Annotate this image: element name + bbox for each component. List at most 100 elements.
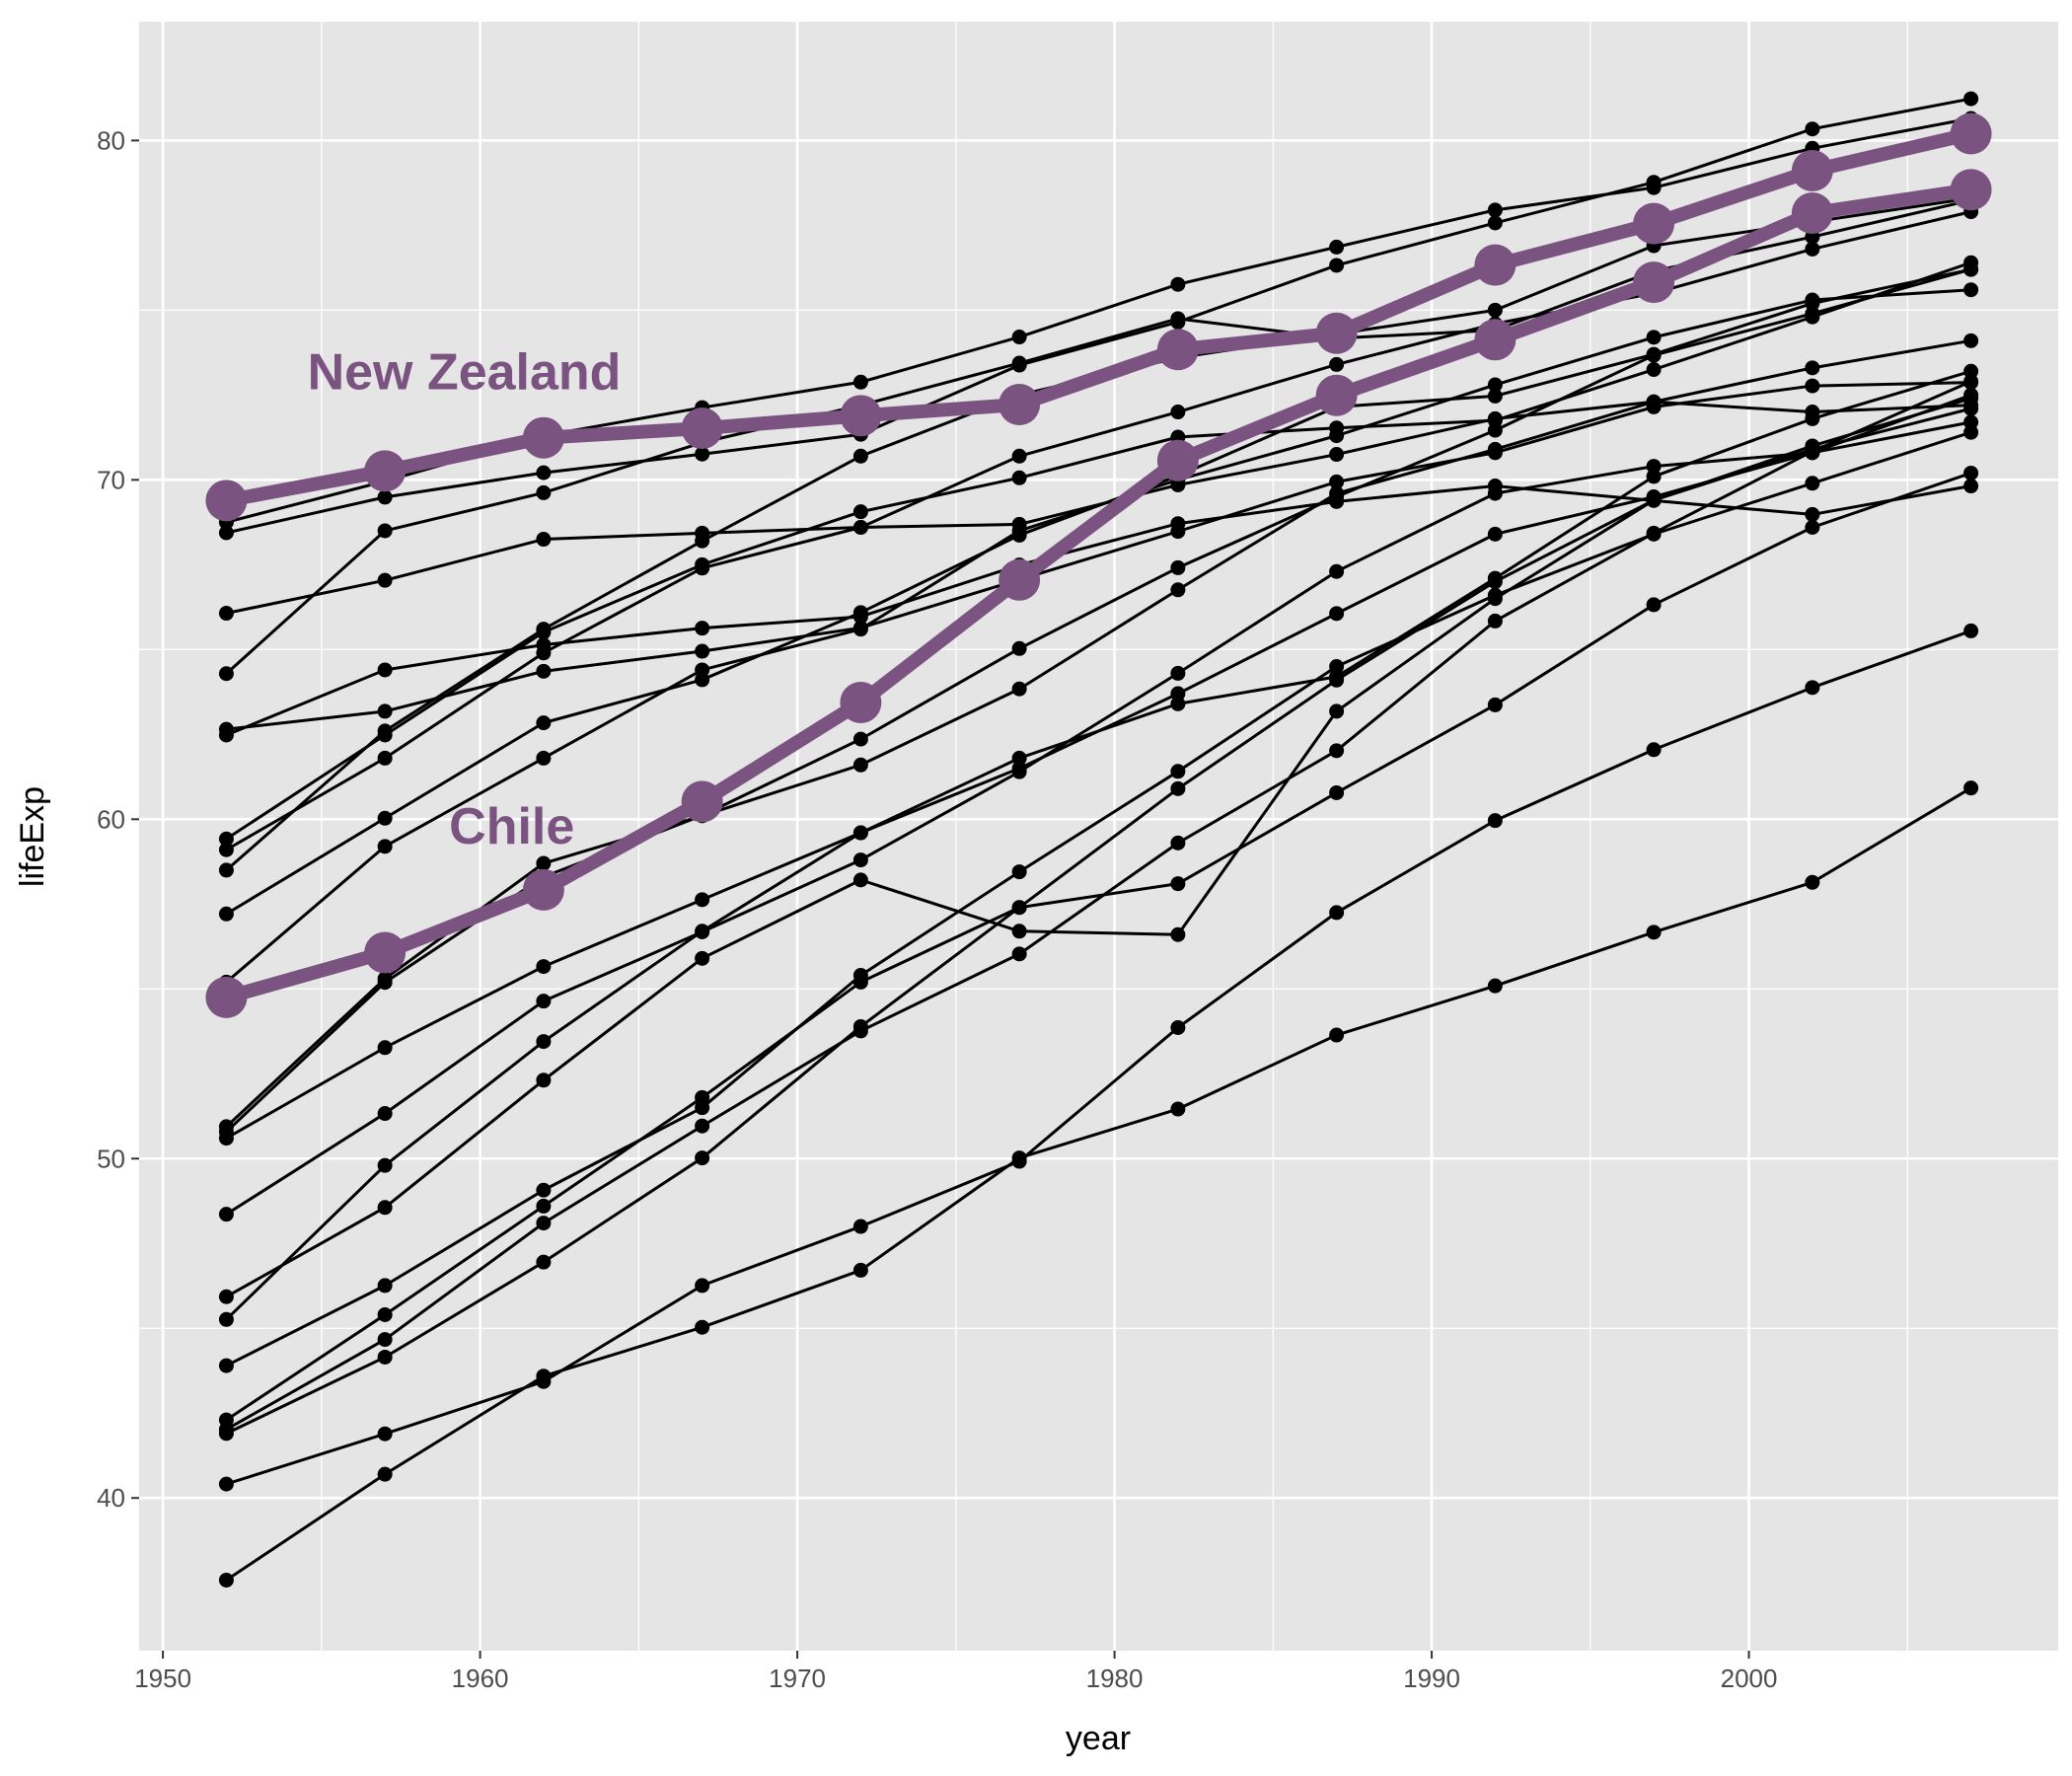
series-line xyxy=(225,400,1971,1129)
data-point xyxy=(1646,492,1662,508)
data-point xyxy=(1329,485,1345,501)
y-tick-label: 40 xyxy=(97,1483,125,1513)
data-point xyxy=(1646,459,1662,475)
data-point xyxy=(536,750,552,766)
highlight-point xyxy=(1315,374,1358,416)
data-point xyxy=(695,892,710,908)
data-point xyxy=(695,643,710,659)
data-point xyxy=(1963,387,1979,403)
data-point xyxy=(852,1262,868,1278)
data-point xyxy=(1646,330,1662,345)
data-point xyxy=(1487,215,1503,231)
x-tick-label: 1970 xyxy=(769,1664,826,1693)
data-point xyxy=(852,448,868,464)
data-point xyxy=(1329,703,1345,719)
data-point xyxy=(536,1182,552,1198)
data-point xyxy=(852,374,868,390)
data-point xyxy=(1487,377,1503,393)
data-point xyxy=(695,1100,710,1116)
data-point xyxy=(1963,479,1979,494)
series-23 xyxy=(218,780,1979,1588)
data-point xyxy=(1963,363,1979,379)
highlight-point xyxy=(681,780,723,823)
data-point xyxy=(1805,476,1820,491)
data-point xyxy=(1487,422,1503,438)
series-line xyxy=(225,786,1972,1582)
data-point xyxy=(218,1289,234,1304)
highlight-point xyxy=(681,407,723,450)
data-point xyxy=(1805,292,1820,308)
data-point xyxy=(377,723,393,739)
data-point xyxy=(852,605,868,621)
data-point xyxy=(1646,525,1662,541)
data-point xyxy=(1170,764,1186,779)
highlight-line xyxy=(219,126,1978,508)
data-point xyxy=(1329,606,1345,622)
series-21 xyxy=(218,465,1979,1442)
data-point xyxy=(1329,563,1345,579)
data-point xyxy=(1805,378,1820,394)
data-point xyxy=(218,1207,234,1222)
data-point xyxy=(1646,394,1662,409)
highlight-point xyxy=(205,480,248,522)
data-point xyxy=(852,519,868,535)
x-tick-label: 1950 xyxy=(134,1664,191,1693)
data-point xyxy=(536,663,552,679)
highlight-point xyxy=(1633,261,1675,304)
y-tick-label: 70 xyxy=(97,465,125,494)
data-point xyxy=(695,560,710,576)
data-point xyxy=(1963,261,1979,277)
data-point xyxy=(1329,1027,1345,1043)
data-point xyxy=(1170,926,1186,942)
data-point xyxy=(1170,686,1186,702)
highlight-label-new-zealand: New Zealand xyxy=(308,343,622,401)
data-point xyxy=(1805,306,1820,322)
data-point xyxy=(695,1278,710,1294)
data-point xyxy=(852,622,868,637)
data-point xyxy=(1011,640,1027,656)
data-point xyxy=(1170,405,1186,420)
highlight-point xyxy=(1156,329,1199,371)
data-point xyxy=(377,572,393,588)
data-point xyxy=(1963,623,1979,638)
series-line xyxy=(226,97,1971,535)
data-point xyxy=(377,662,393,678)
data-point xyxy=(1011,946,1027,962)
data-point xyxy=(377,1332,393,1348)
series-line xyxy=(225,260,1972,841)
data-point xyxy=(536,484,552,500)
series-line xyxy=(225,629,1972,1486)
data-point xyxy=(377,1157,393,1173)
data-point xyxy=(536,715,552,731)
data-point xyxy=(852,731,868,747)
highlight-point xyxy=(522,416,564,459)
data-point xyxy=(1805,680,1820,696)
data-point xyxy=(1487,485,1503,501)
data-point xyxy=(1329,743,1345,759)
data-point xyxy=(852,872,868,888)
data-point xyxy=(1170,665,1186,681)
highlight-point xyxy=(999,558,1041,601)
data-point xyxy=(218,906,234,922)
data-point xyxy=(1329,447,1345,463)
x-axis: 1950 1960 1970 1980 1990 2000 xyxy=(134,1651,1777,1693)
data-point xyxy=(1329,784,1345,800)
highlight-point xyxy=(1474,244,1517,286)
data-point xyxy=(695,924,710,939)
data-point xyxy=(377,1306,393,1322)
data-point xyxy=(1487,574,1503,590)
data-point xyxy=(377,1200,393,1216)
highlight-point xyxy=(364,931,407,974)
data-point xyxy=(1487,697,1503,712)
data-point xyxy=(218,606,234,622)
highlight-point xyxy=(1474,319,1517,361)
data-point xyxy=(1963,465,1979,481)
data-point xyxy=(852,1018,868,1034)
highlight-point xyxy=(1315,312,1358,354)
data-point xyxy=(536,959,552,975)
data-point xyxy=(536,465,552,481)
series-line xyxy=(225,420,1971,1216)
data-point xyxy=(1011,924,1027,939)
data-point xyxy=(218,1131,234,1147)
data-point xyxy=(1963,401,1979,416)
